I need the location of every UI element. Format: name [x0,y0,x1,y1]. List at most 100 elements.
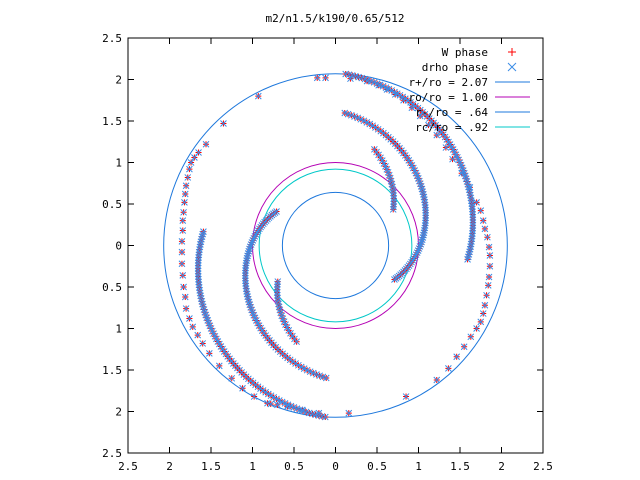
legend-marker-w-phase [508,48,516,56]
drho-phase-point [202,140,210,148]
drho-phase-point [466,245,474,253]
drho-phase-point [246,243,254,251]
drho-phase-point [180,283,187,291]
drho-phase-point [477,207,485,214]
drho-phase-point [186,165,193,173]
drho-phase-point [422,206,429,214]
drho-phase-point [322,74,329,82]
drho-phase-point [483,291,490,299]
circle-r+/ro = 2.07 [163,73,508,418]
drho-phase-point [468,205,476,213]
drho-phase-point [273,283,281,291]
drho-phase-point [215,362,223,370]
drho-phase-point [195,281,203,289]
drho-phase-point [467,194,475,202]
drho-phase-point [195,254,202,261]
drho-phase-point [468,202,476,210]
drho-phase-point [449,155,456,163]
drho-phase-point [194,264,202,272]
drho-phase-point [182,182,190,190]
drho-phase-point [433,131,441,139]
drho-phase-point [198,233,206,241]
drho-phase-point [220,120,227,127]
x-tick-label: 0.5 [284,460,304,473]
drho-phase-point [178,248,186,256]
drho-phase-point [194,331,202,339]
y-tick-label: 2.5 [102,32,122,45]
data-points [178,70,494,421]
drho-phase-point [194,273,202,280]
drho-phase-point [390,189,397,197]
drho-phase-point [420,191,427,198]
x-tick-label: 1 [249,460,256,473]
chart-title: m2/n1.5/k190/0.65/512 [265,12,404,25]
drho-phase-point [179,227,187,234]
drho-phase-point [486,252,494,259]
drho-phase-point [197,292,204,300]
drho-phase-point [250,234,258,242]
drho-phase-point [421,196,428,204]
drho-phase-point [293,338,300,346]
drho-phase-point [345,409,353,417]
drho-phase-point [242,280,249,287]
drho-phase-point [442,144,450,151]
legend-marker-drho-phase [507,62,517,72]
drho-phase-point [196,243,204,251]
drho-phase-point [247,241,255,248]
drho-phase-point [243,290,251,298]
drho-phase-point [178,260,186,268]
drho-phase-point [196,246,203,253]
drho-phase-point [195,278,203,286]
drho-phase-point [205,350,213,357]
drho-phase-point [242,277,249,285]
circle-r-/ro = .64 [281,191,390,300]
drho-phase-point [274,294,281,302]
drho-phase-point [411,253,419,261]
drho-phase-point [239,384,246,392]
drho-phase-point [242,282,250,290]
drho-phase-point [420,193,428,201]
drho-phase-point [422,214,430,222]
drho-phase-point [197,240,204,248]
drho-phase-point [468,200,476,207]
axis-ticks: 2.5 2 1.5 1 0.5 0 0.5 1 1.5 2 2.52.521.510.500.511… [102,32,553,473]
x-tick-label: 0 [332,460,339,473]
drho-phase-point [199,340,207,347]
drho-phase-point [180,208,187,216]
drho-phase-point [182,305,190,312]
drho-phase-point [469,216,477,224]
drho-phase-point [469,211,477,218]
drho-phase-point [195,149,202,156]
drho-phase-point [244,293,251,300]
drho-phase-point [194,259,202,267]
drho-phase-point [433,376,441,384]
drho-phase-point [467,243,474,251]
drho-phase-point [195,248,203,256]
legend-label: rc/ro = .92 [415,121,488,134]
drho-phase-point [473,325,480,332]
drho-phase-point [194,267,202,275]
drho-phase-point [187,159,195,166]
drho-phase-point [419,234,427,241]
drho-phase-point [274,401,281,409]
drho-phase-point [313,74,321,82]
drho-phase-point [389,206,397,213]
drho-phase-point [241,274,249,282]
drho-phase-point [484,233,491,241]
drho-phase-point [194,262,202,269]
drho-phase-point [418,236,426,244]
drho-phase-point [460,343,468,351]
drho-phase-point [413,249,421,257]
drho-phase-point [467,240,475,248]
y-tick-label: 0 [115,240,122,253]
drho-phase-point [466,248,473,256]
y-tick-label: 2 [115,406,122,419]
drho-phase-point [179,217,187,224]
drho-phase-point [464,253,472,261]
drho-phase-point [274,278,282,285]
drho-phase-point [264,399,271,407]
drho-phase-point [181,293,189,301]
drho-phase-point [465,250,473,258]
drho-phase-point [390,203,397,211]
drho-phase-point [391,276,398,283]
